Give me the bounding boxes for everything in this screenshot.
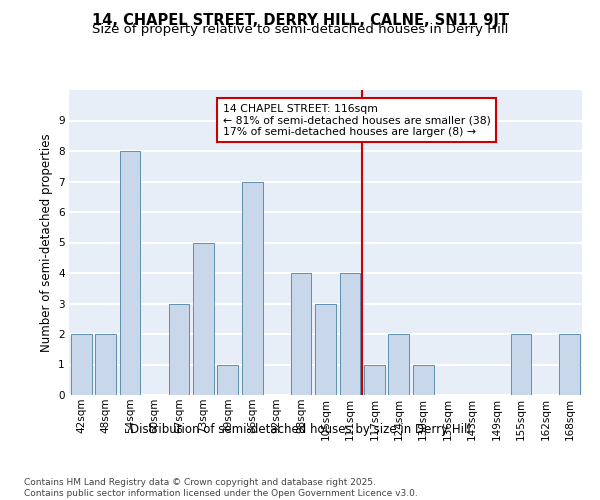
Bar bbox=[413, 364, 434, 395]
Bar bbox=[290, 273, 311, 395]
Text: 14 CHAPEL STREET: 116sqm
← 81% of semi-detached houses are smaller (38)
17% of s: 14 CHAPEL STREET: 116sqm ← 81% of semi-d… bbox=[223, 104, 491, 137]
Text: Size of property relative to semi-detached houses in Derry Hill: Size of property relative to semi-detach… bbox=[92, 24, 508, 36]
Bar bbox=[71, 334, 92, 395]
Y-axis label: Number of semi-detached properties: Number of semi-detached properties bbox=[40, 133, 53, 352]
Bar bbox=[364, 364, 385, 395]
Bar bbox=[242, 182, 263, 395]
Bar bbox=[315, 304, 336, 395]
Bar bbox=[119, 151, 140, 395]
Bar bbox=[169, 304, 190, 395]
Bar bbox=[193, 242, 214, 395]
Text: Contains HM Land Registry data © Crown copyright and database right 2025.
Contai: Contains HM Land Registry data © Crown c… bbox=[24, 478, 418, 498]
Bar bbox=[388, 334, 409, 395]
Bar bbox=[217, 364, 238, 395]
Text: 14, CHAPEL STREET, DERRY HILL, CALNE, SN11 9JT: 14, CHAPEL STREET, DERRY HILL, CALNE, SN… bbox=[91, 12, 509, 28]
Bar bbox=[559, 334, 580, 395]
Bar bbox=[340, 273, 361, 395]
Text: Distribution of semi-detached houses by size in Derry Hill: Distribution of semi-detached houses by … bbox=[130, 422, 470, 436]
Bar bbox=[511, 334, 532, 395]
Bar bbox=[95, 334, 116, 395]
